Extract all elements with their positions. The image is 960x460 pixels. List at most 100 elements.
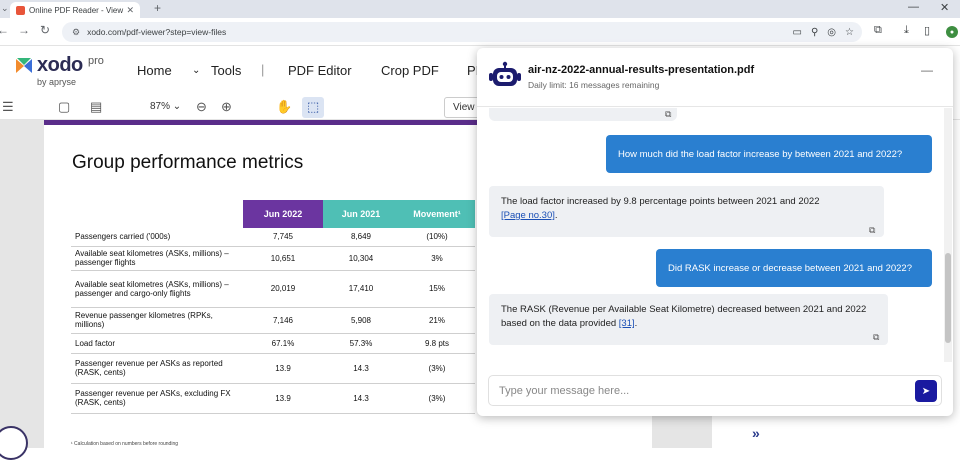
menu-divider: | [261, 62, 265, 77]
page-reference-link[interactable]: [31] [618, 318, 635, 329]
zoom-in-icon[interactable]: ⊕ [221, 99, 232, 114]
table-row: Passenger revenue per ASKs as reported (… [71, 353, 475, 384]
bot-message-tail: . [554, 210, 558, 221]
robot-icon [489, 61, 521, 86]
row-label: Revenue passenger kilometres (RPKs, mill… [71, 307, 243, 334]
menu-pdf-editor[interactable]: PDF Editor [288, 63, 352, 78]
url-text[interactable]: xodo.com/pdf-viewer?step=view-files [87, 27, 227, 37]
copy-icon[interactable]: ⧉ [665, 109, 672, 119]
address-bar-row: ← → ↻ ⚙ xodo.com/pdf-viewer?step=view-fi… [0, 18, 960, 46]
zoom-value: 87% [150, 101, 171, 112]
chat-message-input[interactable] [499, 382, 899, 400]
cell-2021: 5,908 [323, 307, 399, 334]
window-close-icon[interactable]: ✕ [940, 2, 950, 14]
send-button[interactable]: ➤ [915, 380, 937, 402]
help-widget-icon[interactable] [0, 426, 28, 460]
profile-avatar[interactable]: ● [946, 26, 958, 38]
cell-2022: 20,019 [243, 270, 323, 308]
panel-icon[interactable]: ▢ [58, 99, 71, 114]
table-row: Revenue passenger kilometres (RPKs, mill… [71, 307, 475, 334]
slide-title: Group performance metrics [72, 152, 304, 173]
tab-title: Online PDF Reader - View PDF... [29, 5, 126, 15]
menu-crop-pdf[interactable]: Crop PDF [381, 63, 439, 78]
row-label: Passengers carried ('000s) [71, 228, 243, 247]
menu-tools-chevron-down-icon[interactable]: ⌄ [192, 65, 201, 76]
cell-2021: 8,649 [323, 228, 399, 247]
site-settings-icon[interactable]: ⚙ [72, 26, 81, 37]
menu-item-partial[interactable]: PI [467, 63, 480, 78]
cell-2022: 7,745 [243, 228, 323, 247]
copy-icon[interactable]: ⧉ [869, 225, 876, 235]
star-icon[interactable]: ☆ [845, 26, 854, 38]
row-label: Passenger revenue per ASKs, excluding FX… [71, 383, 243, 414]
extensions-icon[interactable]: ⧉ [874, 24, 882, 36]
chat-messages: ⧉ How much did the load factor increase … [477, 108, 953, 362]
table-row: Available seat kilometres (ASKs, million… [71, 246, 475, 271]
logo-wordmark: xodo [37, 54, 83, 76]
cell-2022: 13.9 [243, 383, 323, 414]
zoom-level[interactable]: 87% ⌄ [150, 101, 181, 112]
header-jun-2022: Jun 2022 [243, 200, 323, 228]
bot-message: The load factor increased by 9.8 percent… [489, 186, 884, 237]
cast-icon[interactable]: ▭ [792, 26, 802, 38]
tab-close-icon[interactable]: ✕ [126, 4, 134, 15]
zoom-icon[interactable]: ⚲ [810, 26, 819, 38]
copy-icon[interactable]: ⧉ [873, 332, 880, 342]
reload-icon[interactable]: ↻ [40, 23, 51, 37]
omnibox[interactable]: ⚙ xodo.com/pdf-viewer?step=view-files ▭ … [62, 22, 862, 42]
cell-movement: (3%) [399, 353, 475, 384]
new-tab-button[interactable]: + [154, 1, 162, 15]
table-row: Passengers carried ('000s) 7,745 8,649 (… [71, 228, 475, 247]
forward-icon[interactable]: → [18, 23, 30, 37]
cell-movement: 9.8 pts [399, 333, 475, 354]
cell-2022: 7,146 [243, 307, 323, 334]
chat-scrollbar[interactable] [944, 108, 952, 362]
eye-off-icon[interactable]: ◎ [827, 26, 837, 38]
table-footnote: ¹ Calculation based on numbers before ro… [71, 441, 179, 447]
cell-2021: 17,410 [323, 270, 399, 308]
browser-tab-bar: ⌄ Online PDF Reader - View PDF... ✕ + — … [0, 0, 960, 18]
page-reference-link[interactable]: [Page no.30] [501, 210, 555, 221]
chevron-down-icon: ⌄ [172, 101, 182, 112]
file-icon[interactable]: ▤ [90, 99, 103, 114]
selection-icon[interactable]: ⬚ [307, 99, 320, 114]
header-movement: Movement¹ [399, 200, 475, 228]
row-label: Available seat kilometres (ASKs, million… [71, 270, 243, 308]
chat-document-title: air-nz-2022-annual-results-presentation.… [528, 64, 755, 76]
bot-message: The RASK (Revenue per Available Seat Kil… [489, 294, 888, 345]
logo-byline: by apryse [37, 77, 77, 87]
cell-2022: 13.9 [243, 353, 323, 384]
cell-2021: 10,304 [323, 246, 399, 271]
sidebar-icon[interactable]: ▯ [924, 25, 931, 37]
table-row: Load factor 67.1% 57.3% 9.8 pts [71, 333, 475, 354]
window-minimize-icon[interactable]: — [908, 1, 919, 13]
tab-search-icon[interactable]: ⌄ [1, 3, 9, 13]
user-message: How much did the load factor increase by… [606, 135, 932, 173]
cell-2022: 67.1% [243, 333, 323, 354]
row-label: Available seat kilometres (ASKs, million… [71, 246, 243, 271]
table-row: Passenger revenue per ASKs, excluding FX… [71, 383, 475, 414]
zoom-out-icon[interactable]: ⊖ [196, 99, 207, 114]
cell-2022: 10,651 [243, 246, 323, 271]
menu-home[interactable]: Home [137, 63, 172, 78]
scrollbar-thumb[interactable] [945, 253, 951, 343]
cell-2021: 57.3% [323, 333, 399, 354]
chat-input-box: ➤ [488, 375, 942, 406]
minimize-icon[interactable]: — [921, 63, 933, 77]
chat-panel: air-nz-2022-annual-results-presentation.… [477, 48, 953, 416]
cell-movement: 21% [399, 307, 475, 334]
chat-divider [477, 106, 953, 107]
browser-tab[interactable]: Online PDF Reader - View PDF... ✕ [10, 2, 140, 18]
previous-bot-message [489, 108, 677, 121]
hand-icon[interactable]: ✋ [276, 99, 293, 114]
hamburger-icon[interactable]: ☰ [2, 99, 14, 114]
back-icon[interactable]: ← [0, 23, 9, 37]
menu-tools[interactable]: Tools [211, 63, 242, 78]
selection-tool[interactable] [302, 97, 324, 118]
table-row: Available seat kilometres (ASKs, million… [71, 270, 475, 308]
chat-daily-limit: Daily limit: 16 messages remaining [528, 80, 660, 90]
row-label: Passenger revenue per ASKs as reported (… [71, 353, 243, 384]
bot-message-text: The RASK (Revenue per Available Seat Kil… [501, 304, 867, 329]
download-icon[interactable]: ⤓ [904, 24, 909, 36]
double-chevron-right-icon[interactable]: » [752, 425, 760, 441]
